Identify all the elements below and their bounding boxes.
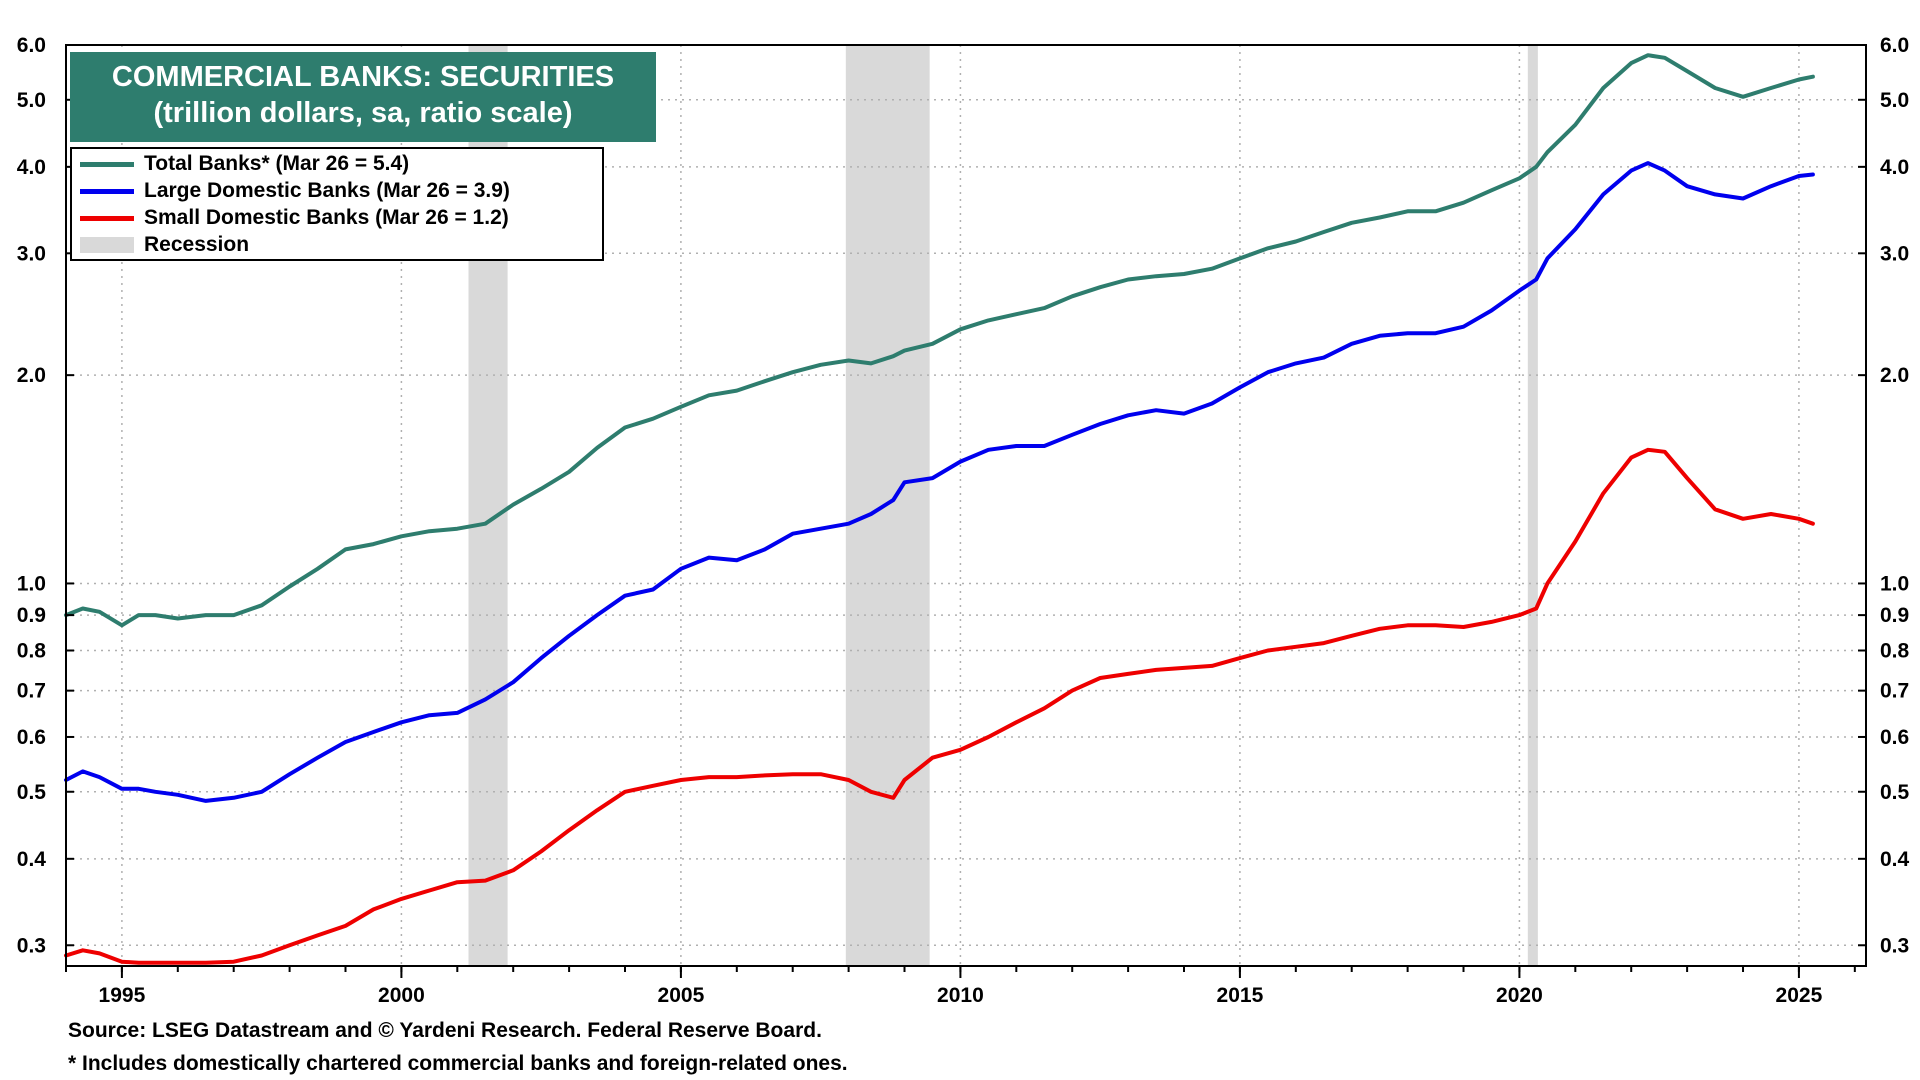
grid-lines [66,44,1866,966]
series-line-total [64,53,1815,628]
y-right-tick-label: 0.6 [1880,726,1909,749]
y-left-tick-label: 0.5 [17,781,47,804]
legend-swatch-total [80,161,134,167]
y-right-tick-label: 0.5 [1880,781,1910,804]
y-right-tick-label: 0.8 [1880,640,1910,663]
x-tick-label: 2010 [937,984,984,1007]
legend: Total Banks* (Mar 26 = 5.4) Large Domest… [70,147,604,261]
y-left-tick-label: 0.4 [17,848,47,871]
legend-label-recession: Recession [144,233,250,256]
legend-swatch-recession [80,237,134,253]
y-left-tick-label: 1.0 [17,572,46,595]
chart-subtitle: (trillion dollars, sa, ratio scale) [153,97,573,129]
legend-item-large: Large Domestic Banks (Mar 26 = 3.9) [80,178,510,204]
x-tick-label: 2015 [1217,984,1264,1007]
x-tick-label: 1995 [99,984,146,1007]
x-tick-label: 2000 [378,984,425,1007]
x-tick-label: 2025 [1776,984,1823,1007]
y-left-tick-label: 5.0 [17,89,46,112]
y-right-tick-label: 4.0 [1880,156,1909,179]
y-left-tick-label: 0.9 [17,604,46,627]
y-right-tick-label: 0.4 [1880,848,1910,871]
y-left-tick-label: 0.6 [17,726,46,749]
legend-label-small: Small Domestic Banks (Mar 26 = 1.2) [144,206,509,229]
legend-swatch-large [80,188,134,194]
y-left-tick-label: 0.8 [17,640,47,663]
legend-item-small: Small Domestic Banks (Mar 26 = 1.2) [80,205,509,231]
y-right-tick-label: 6.0 [1880,34,1909,57]
footnote: * Includes domestically chartered commer… [68,1052,848,1075]
chart-title: COMMERCIAL BANKS: SECURITIES [111,61,615,93]
legend-swatch-small [80,215,134,221]
legend-label-total: Total Banks* (Mar 26 = 5.4) [144,152,410,175]
recession-bands [468,45,1538,966]
series-lines [64,53,1815,965]
y-right-tick-label: 0.3 [1880,934,1909,957]
source-note: Source: LSEG Datastream and © Yardeni Re… [68,1019,822,1042]
legend-label-large: Large Domestic Banks (Mar 26 = 3.9) [144,179,510,202]
y-right-tick-label: 1.0 [1880,572,1909,595]
chart-title-box: COMMERCIAL BANKS: SECURITIES (trillion d… [70,52,656,142]
x-tick-label: 2020 [1496,984,1543,1007]
plot-frame [65,44,1867,967]
y-left-tick-label: 3.0 [17,242,46,265]
series-line-large [64,161,1815,803]
y-axis-left-ticks: 0.3 0.4 0.5 0.6 0.7 0.8 0.9 1.0 2.0 3.0 4.0 5.0 6.0 [17,34,74,957]
y-axis-right-ticks: 0.3 0.4 0.5 0.6 0.7 0.8 0.9 1.0 2.0 3.0 4.0 5.0 6.0 [1858,34,1910,957]
legend-item-recession: Recession [80,232,249,258]
legend-item-total: Total Banks* (Mar 26 = 5.4) [80,151,409,177]
x-tick-label: 2005 [658,984,705,1007]
series-line-small [64,447,1815,965]
y-right-tick-label: 0.7 [1880,680,1909,703]
x-axis-ticks: 1995 2000 2005 2010 2015 2020 2025 [65,966,1856,1007]
y-right-tick-label: 5.0 [1880,89,1909,112]
y-left-tick-label: 0.7 [17,680,46,703]
recession-band-2 [1527,45,1538,966]
y-left-tick-label: 0.3 [17,934,46,957]
y-right-tick-label: 2.0 [1880,364,1909,387]
y-left-tick-label: 2.0 [17,364,46,387]
y-right-tick-label: 3.0 [1880,242,1909,265]
y-left-tick-label: 4.0 [17,156,46,179]
y-left-tick-label: 6.0 [17,34,46,57]
y-right-tick-label: 0.9 [1880,604,1909,627]
